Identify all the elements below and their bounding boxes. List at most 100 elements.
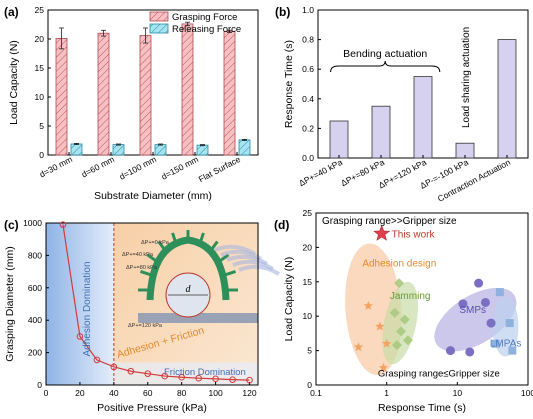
panel-label-a: (a) — [4, 5, 19, 19]
inset-gripper-tooth — [157, 240, 167, 253]
point-adhesion-design — [381, 338, 392, 348]
y-tick-label: 20 — [303, 242, 313, 252]
y-tick-label: 25 — [303, 208, 313, 218]
x-tick-label: 100 — [521, 388, 533, 398]
bar-releasing — [196, 144, 209, 156]
point-lmpas — [491, 339, 500, 348]
bar-releasing — [112, 144, 125, 156]
y-tick-label: 0.8 — [302, 35, 314, 45]
data-point — [93, 356, 101, 364]
data-point — [195, 374, 202, 382]
panel-label-c: (c) — [4, 218, 19, 232]
y-tick-label: 15 — [35, 63, 45, 73]
annotation-load-sharing: Load sharing actuation — [461, 27, 472, 128]
point-jamming — [391, 340, 402, 351]
point-adhesion-design — [363, 300, 374, 310]
x-axis-label: Substrate Diameter (mm) — [94, 190, 212, 202]
y-tick-label: 5 — [307, 346, 312, 356]
bar-releasing — [70, 143, 83, 156]
inset-gripper-tooth — [198, 232, 205, 245]
x-tick-label: Flat Surface — [197, 154, 242, 184]
inset-d-label: d — [186, 284, 192, 295]
annotation-bending: Bending actuation — [343, 48, 427, 60]
inset-gripper-tooth — [171, 232, 178, 245]
inset-pressure-label: ΔP+=80 kPa — [126, 265, 158, 271]
bracket — [330, 60, 441, 73]
point-smps — [465, 347, 475, 357]
y-tick-label: 15 — [303, 277, 313, 287]
y-axis-label: Grasping Diameter (mm) — [4, 246, 16, 362]
x-tick-label: 0.1 — [310, 388, 322, 398]
point-this-work — [373, 224, 391, 241]
x-tick-label: d=100 mm — [118, 154, 158, 182]
point-jamming — [394, 278, 405, 289]
y-tick-label: 200 — [28, 348, 42, 358]
y-tick-label: 1.0 — [302, 5, 314, 15]
point-lmpas — [505, 319, 514, 328]
gripper-inset: d ΔP+=0 kPa ΔP+=40 kPa ΔP+=80 kPa ΔP+=120 kP… — [122, 230, 281, 329]
bar — [413, 76, 433, 159]
y-tick-label: 25 — [35, 5, 45, 15]
point-smps — [445, 346, 455, 356]
point-adhesion-design — [378, 362, 389, 372]
bar-grasping — [223, 31, 236, 156]
bar — [497, 39, 517, 159]
group-label: SMPs — [459, 305, 486, 316]
bar-releasing — [154, 144, 167, 156]
y-tick-label: 0 — [37, 380, 42, 390]
region-label: Friction Domination — [164, 367, 246, 378]
y-tick-label: 600 — [28, 283, 42, 293]
point-lmpas — [508, 346, 517, 355]
inset-pressure-label: ΔP+=120 kPa — [128, 323, 163, 329]
data-point — [110, 363, 118, 371]
y-axis-label: Load Capacity (N) — [283, 257, 295, 342]
panel-label-d: (d) — [274, 218, 289, 232]
y-tick-label: 10 — [303, 311, 313, 321]
point-jamming — [396, 326, 407, 337]
inset-base — [138, 313, 258, 323]
legend-label: Grasping Force — [172, 12, 237, 23]
point-jamming — [402, 335, 413, 346]
point-adhesion-design — [375, 321, 385, 331]
y-tick-label: 0 — [39, 150, 44, 160]
plot-frame — [45, 222, 259, 386]
inset-gripper-tooth — [209, 240, 219, 253]
bar — [329, 120, 349, 159]
annotation-range-small: Grasping range≤Gripper size — [378, 369, 500, 380]
legend-label: Releasing Force — [172, 24, 241, 35]
point-smps — [458, 299, 468, 309]
inset-gripper-tooth — [139, 270, 153, 277]
data-point — [178, 373, 185, 381]
bar-releasing — [238, 139, 251, 156]
bar-grasping — [97, 32, 110, 156]
x-tick-label: 120 — [242, 388, 256, 398]
plot-frame — [315, 212, 529, 386]
point-jamming — [389, 307, 400, 318]
data-point — [76, 333, 84, 340]
y-tick-label: 0 — [307, 380, 312, 390]
data-point — [127, 367, 135, 375]
inset-ghost-arm — [226, 254, 269, 266]
x-tick-label: 1 — [384, 388, 389, 398]
point-jamming — [399, 314, 410, 325]
data-point — [59, 221, 67, 228]
x-axis-label: Positive Pressure (kPa) — [97, 402, 207, 414]
x-tick-label: Contraction Actuation — [436, 157, 512, 204]
y-tick-label: 5 — [39, 121, 44, 131]
annotation-range-large: Grasping range>>Gripper size — [322, 216, 457, 227]
y-tick-label: 800 — [28, 250, 42, 260]
group-label: Adhesion design — [362, 259, 436, 270]
x-axis-label: Response Time (s) — [378, 402, 466, 414]
bar-grasping — [55, 38, 68, 156]
region-smps — [434, 287, 517, 352]
inset-gripper-tooth — [146, 253, 159, 263]
inset-ghost-arm — [238, 264, 281, 276]
data-point — [229, 376, 236, 383]
y-axis-label: Load Capacity (N) — [8, 40, 20, 125]
region-label: Adhesion Domination — [82, 261, 93, 356]
panel-c: (c) d ΔP+=0 kPa ΔP+=40 kPa ΔP+=80 kPa ΔP+=120… — [4, 218, 281, 414]
x-tick-label: d=60 mm — [80, 154, 116, 180]
